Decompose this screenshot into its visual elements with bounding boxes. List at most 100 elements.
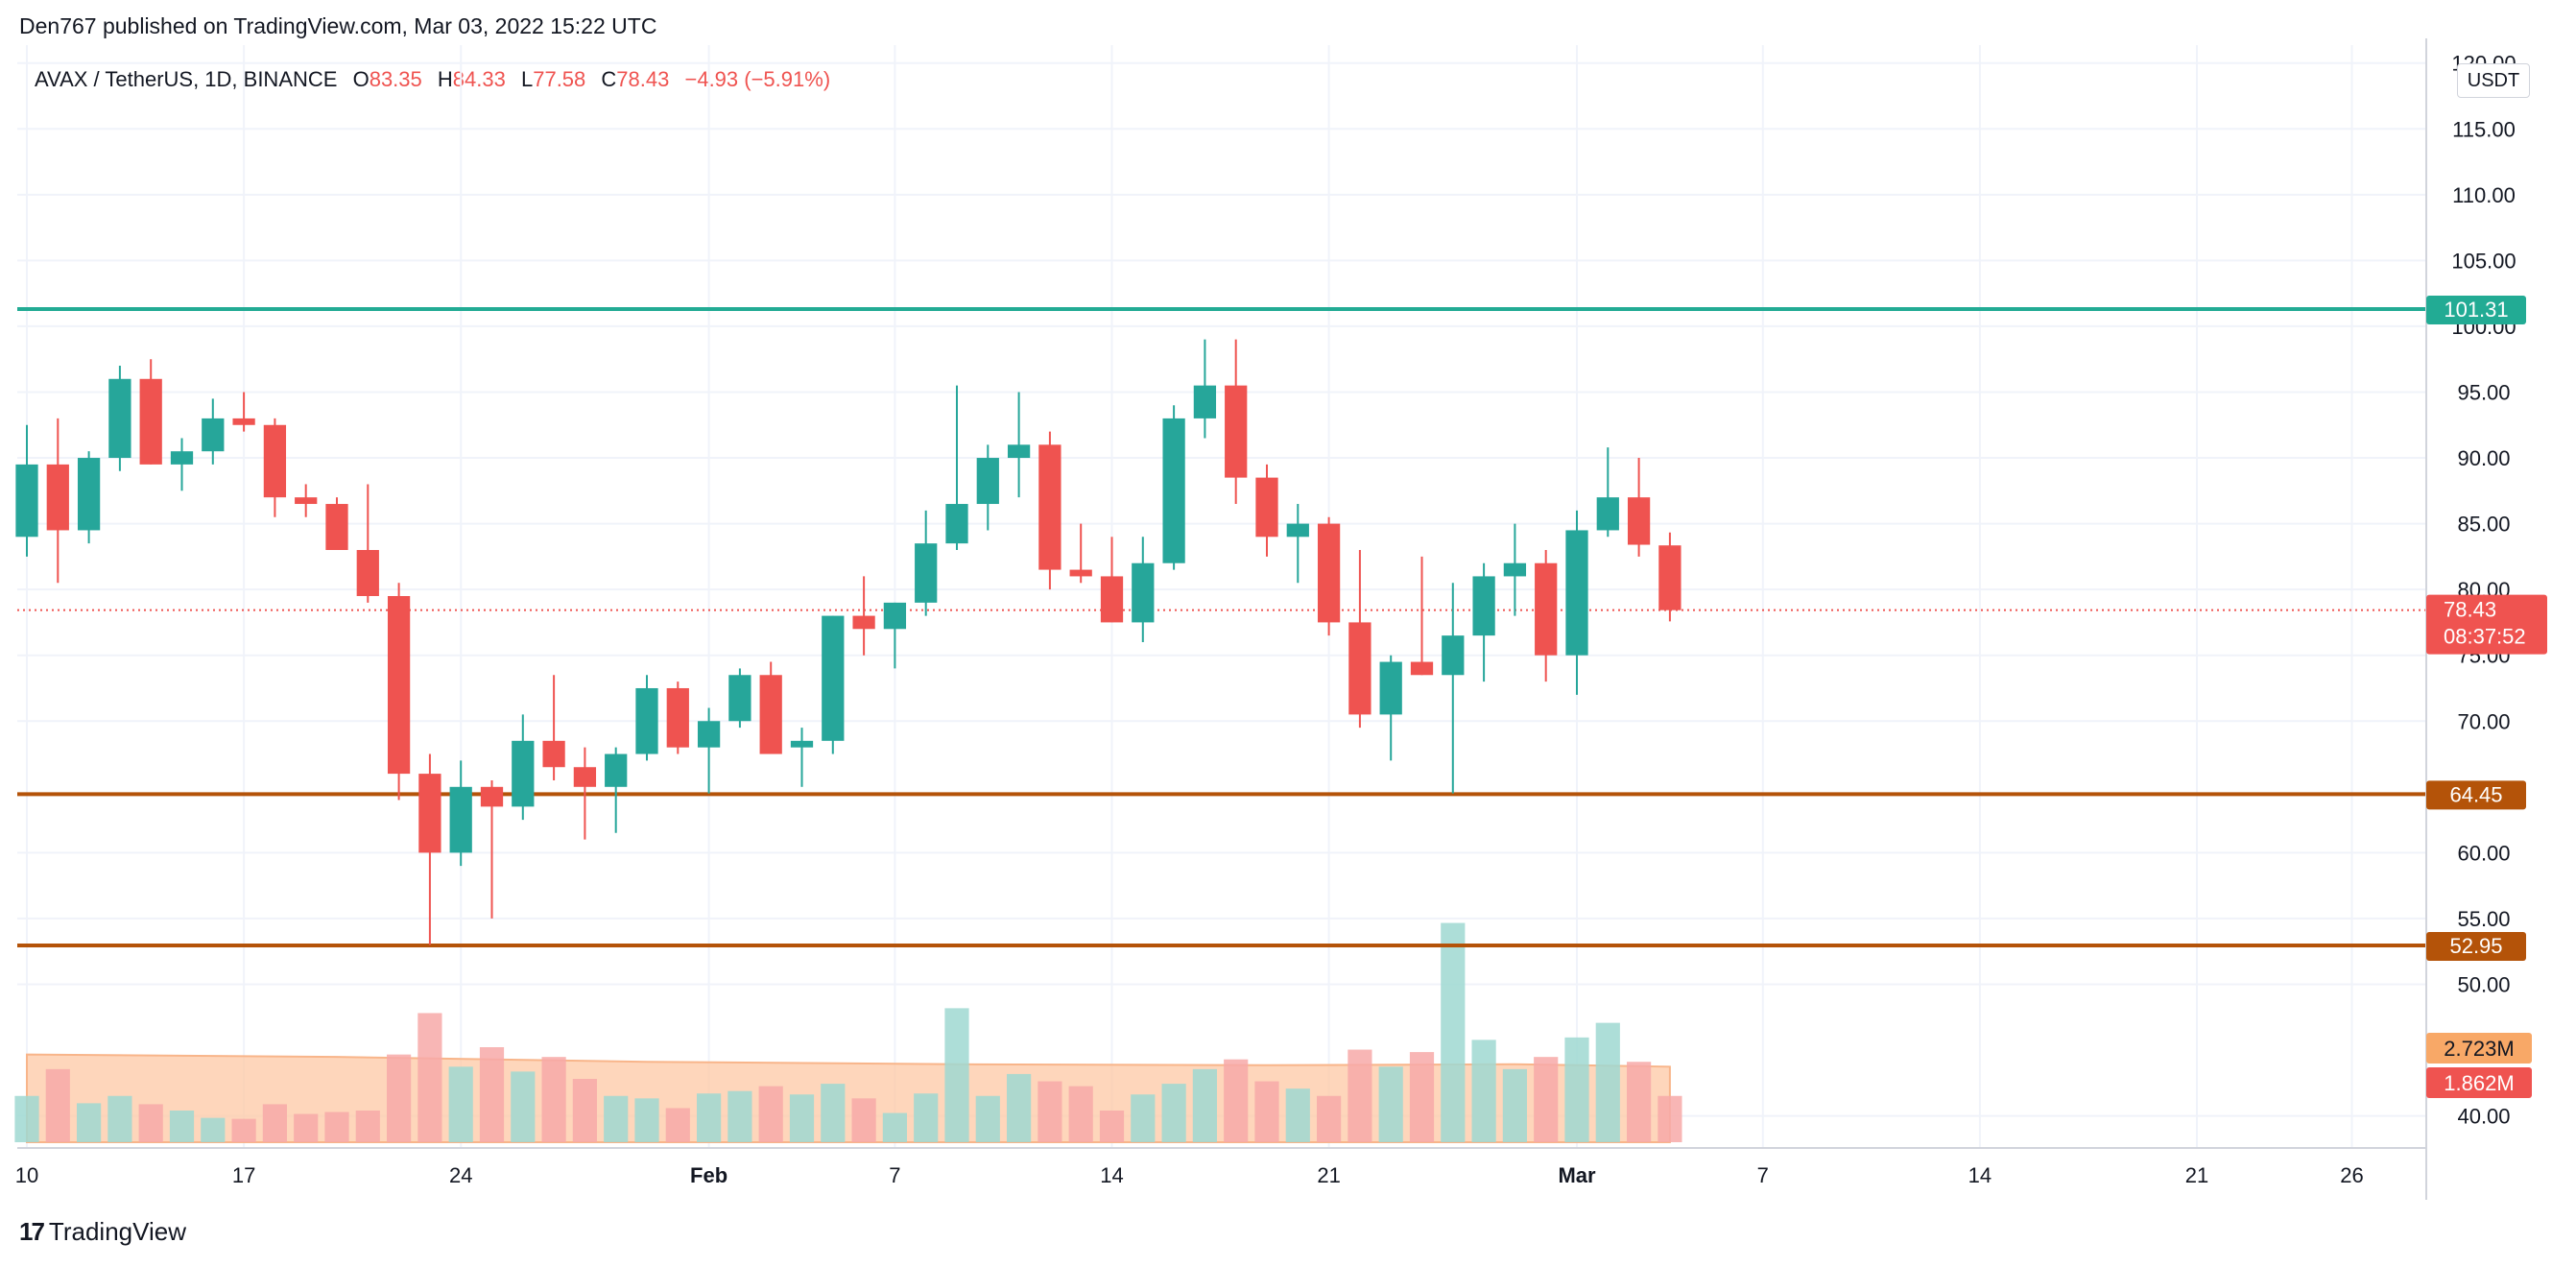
x-tick-label: 14 xyxy=(1968,1163,1992,1187)
candle-body xyxy=(139,378,162,465)
volume-bar xyxy=(1378,1066,1403,1142)
volume-bar xyxy=(77,1103,102,1142)
volume-bar xyxy=(1471,1040,1496,1142)
candle-body xyxy=(605,753,628,787)
volume-bar xyxy=(604,1095,629,1142)
volume-bar xyxy=(1441,922,1466,1142)
candle-body xyxy=(1100,576,1124,623)
volume-bar xyxy=(1285,1088,1310,1142)
candle-body xyxy=(697,721,721,748)
candle-body xyxy=(976,458,999,505)
volume-bar xyxy=(541,1057,566,1142)
x-tick-label: Feb xyxy=(690,1163,727,1187)
volume-tag xyxy=(2426,1067,2532,1098)
axes: 40.0050.0055.0060.0070.0075.0080.0085.00… xyxy=(15,38,2516,1200)
candle-body xyxy=(15,464,38,538)
volume-bar xyxy=(572,1079,597,1142)
y-tick-label: 110.00 xyxy=(2452,183,2516,207)
hline-price-tag xyxy=(2426,932,2526,962)
grid-lines xyxy=(17,45,2426,1148)
volume-bar xyxy=(1534,1057,1559,1142)
hline-price-tag xyxy=(2426,295,2526,324)
volume-bar xyxy=(1348,1049,1372,1142)
volume-bar xyxy=(262,1104,287,1142)
publisher-text: Den767 published on TradingView.com, Mar… xyxy=(19,13,657,38)
volume-bar xyxy=(45,1068,70,1142)
horizontal-lines xyxy=(17,306,2426,948)
candle-body xyxy=(759,675,782,754)
x-tick-label: 7 xyxy=(889,1163,900,1187)
volume-bar xyxy=(1224,1059,1249,1142)
volume-bar xyxy=(1192,1068,1217,1142)
y-tick-label: 90.00 xyxy=(2457,446,2510,470)
low-value: 77.58 xyxy=(533,67,586,91)
x-tick-label: 21 xyxy=(2185,1163,2208,1187)
candle-body xyxy=(1069,569,1092,577)
y-tick-label: 55.00 xyxy=(2457,907,2510,931)
candles xyxy=(15,339,1682,945)
volume-bar xyxy=(851,1098,876,1142)
candle-body xyxy=(387,596,411,775)
countdown-label: 08:37:52 xyxy=(2444,625,2526,649)
volume-bar xyxy=(1038,1081,1062,1142)
candle-body xyxy=(1627,497,1651,545)
candle-body xyxy=(790,740,814,748)
volume-bar xyxy=(914,1093,939,1142)
volume-bar xyxy=(665,1108,690,1142)
candle-body xyxy=(1535,562,1558,656)
volume-bar xyxy=(448,1066,473,1142)
volume-bar xyxy=(417,1013,442,1142)
candle-body xyxy=(1472,576,1495,636)
y-tick-label: 95.00 xyxy=(2457,380,2510,404)
volume-bar xyxy=(294,1113,319,1142)
y-tick-label: 85.00 xyxy=(2457,513,2510,537)
volume-bar xyxy=(1502,1068,1527,1142)
volume-bar xyxy=(821,1084,846,1142)
tradingview-brand-text: TradingView xyxy=(48,1217,186,1246)
tradingview-logo[interactable]: 17 TradingView xyxy=(19,1217,186,1247)
candle-body xyxy=(202,418,225,452)
x-tick-label: 10 xyxy=(15,1163,38,1187)
candle-body xyxy=(1286,523,1309,538)
volume-bar xyxy=(975,1095,1000,1142)
volume-bar xyxy=(387,1054,412,1142)
hline-price-label: 101.31 xyxy=(2444,298,2508,322)
candle-body xyxy=(449,786,472,853)
candle-body xyxy=(1317,523,1341,623)
candle-body xyxy=(822,615,845,741)
low-label: L xyxy=(520,67,534,91)
volume-bar xyxy=(1254,1081,1279,1142)
candle-body xyxy=(945,504,968,544)
candle-body xyxy=(1162,418,1185,563)
volume-bar xyxy=(479,1047,505,1142)
y-tick-label: 70.00 xyxy=(2457,709,2510,733)
x-tick-label: 7 xyxy=(1757,1163,1769,1187)
candle-body xyxy=(1007,444,1031,459)
candle-body xyxy=(542,740,565,768)
volume-bar xyxy=(634,1098,659,1142)
candle-body xyxy=(418,774,441,853)
x-tick-label: 17 xyxy=(232,1163,255,1187)
volume-bar xyxy=(882,1112,907,1142)
candle-body xyxy=(480,786,504,807)
last-price-label: 78.43 xyxy=(2444,598,2496,622)
candle-body xyxy=(852,615,875,630)
last-price-tag xyxy=(2426,594,2547,655)
volume-bar xyxy=(511,1071,536,1142)
candle-body xyxy=(295,497,318,505)
candle-body xyxy=(915,543,938,603)
volume-bar xyxy=(1595,1022,1620,1142)
y-tick-label: 115.00 xyxy=(2452,117,2516,141)
currency-button[interactable]: USDT xyxy=(2457,63,2530,98)
volume-label: 1.862M xyxy=(2444,1071,2514,1095)
volume-bar xyxy=(758,1086,783,1142)
candle-body xyxy=(512,740,535,807)
volume-bars xyxy=(14,922,1682,1142)
price-labels: 101.31 64.45 52.95 78.43 08:37:52 2.723M 1.862… xyxy=(2426,295,2547,1098)
volume-bar xyxy=(355,1111,380,1142)
symbol-label[interactable]: AVAX / TetherUS, 1D, BINANCE xyxy=(35,67,338,91)
x-tick-label: Mar xyxy=(1558,1163,1596,1187)
candle-body xyxy=(883,602,907,630)
x-tick-label: 24 xyxy=(449,1163,472,1187)
